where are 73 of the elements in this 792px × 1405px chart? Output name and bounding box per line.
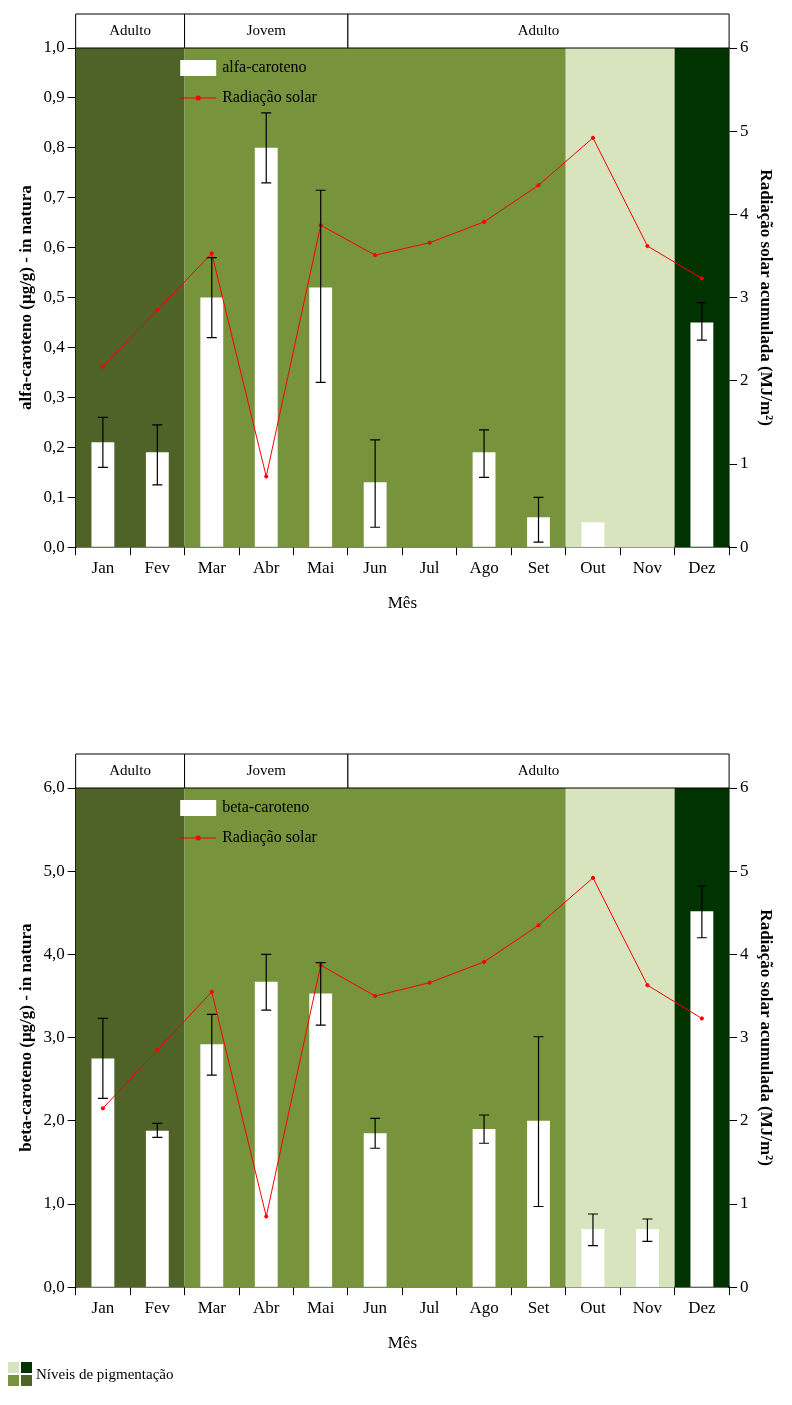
y2-tick-label: 2 [740, 1110, 749, 1130]
x-tick-label: Abr [253, 1297, 280, 1317]
y-axis-title: beta-caroteno (μg/g) - in natura [15, 922, 35, 1152]
y-tick-label: 0,7 [43, 187, 66, 207]
x-tick-label: Abr [253, 557, 280, 577]
y-tick-label: 0,4 [43, 336, 66, 356]
legend-label: alfa-caroteno [222, 58, 307, 76]
legend-label: Radiação solar [222, 88, 318, 107]
y-tick-label: 0,9 [43, 87, 65, 107]
y2-tick-label: 3 [740, 1027, 749, 1047]
y-tick-label: 0,3 [43, 386, 65, 406]
x-tick-label: Ago [469, 1297, 499, 1317]
x-tick-label: Jun [363, 1297, 388, 1317]
y-tick-label: 5,0 [43, 860, 65, 880]
x-tick-label: Fev [144, 557, 171, 577]
y2-axis-title: Radiação solar acumulada (MJ/m²) [757, 169, 777, 426]
y2-tick-label: 0 [740, 1276, 749, 1296]
x-tick-label: Jul [419, 557, 440, 577]
y2-tick-label: 6 [740, 37, 749, 57]
y-tick-label: 1,0 [43, 37, 65, 57]
x-tick-label: Jul [419, 1297, 440, 1317]
y-tick-label: 0,1 [43, 486, 65, 506]
x-tick-label: Set [527, 557, 550, 577]
y2-tick-label: 1 [740, 1193, 749, 1213]
y2-tick-label: 5 [740, 860, 749, 880]
y2-tick-label: 0 [740, 536, 749, 556]
text: Adulto [109, 761, 151, 778]
text: Jovem [246, 21, 287, 38]
y-axis-title: alfa-caroteno (μg/g) - in natura [15, 184, 35, 410]
x-tick-label: Jun [363, 557, 388, 577]
y-tick-label: 2,0 [43, 1110, 65, 1130]
y2-tick-label: 4 [740, 943, 750, 963]
y2-tick-label: 6 [740, 777, 749, 797]
x-tick-label: Mar [197, 1297, 227, 1317]
y-tick-label: 3,0 [43, 1027, 65, 1047]
x-tick-label: Dez [688, 1297, 717, 1317]
x-axis-title: Mês [387, 593, 418, 613]
x-tick-label: Set [527, 1297, 550, 1317]
x-tick-label: Out [580, 1297, 606, 1317]
y2-tick-label: 5 [740, 120, 749, 140]
x-tick-label: Dez [688, 557, 717, 577]
x-tick-label: Mai [307, 1297, 335, 1317]
y-tick-label: 1,0 [43, 1193, 65, 1213]
y-tick-label: 6,0 [43, 777, 65, 797]
y2-axis-title: Radiação solar acumulada (MJ/m²) [757, 909, 777, 1166]
y-tick-label: 0,5 [43, 287, 65, 307]
x-tick-label: Nov [632, 557, 663, 577]
x-axis-title: Mês [387, 1333, 418, 1353]
text: Adulto [517, 21, 560, 38]
x-tick-label: Fev [144, 1297, 171, 1317]
x-tick-label: Jan [91, 1297, 115, 1317]
y2-tick-label: 4 [740, 203, 750, 223]
legend-label: beta-caroteno [222, 798, 310, 816]
x-tick-label: Jan [91, 557, 115, 577]
x-tick-label: Ago [469, 557, 499, 577]
x-tick-label: Mai [307, 557, 335, 577]
y-tick-label: 0,0 [43, 1276, 65, 1296]
y-tick-label: 0,2 [43, 436, 65, 456]
text: Adulto [517, 761, 560, 778]
text: Adulto [109, 21, 151, 38]
text: Níveis de pigmentação [36, 1365, 174, 1383]
text: Jovem [246, 761, 287, 778]
y-tick-label: 0,0 [43, 536, 65, 556]
legend-label: Radiação solar [222, 828, 318, 847]
y-tick-label: 0,6 [43, 237, 65, 257]
y-tick-label: 4,0 [43, 943, 65, 963]
y-tick-label: 0,8 [43, 137, 65, 157]
y2-tick-label: 1 [740, 453, 749, 473]
x-tick-label: Out [580, 557, 606, 577]
x-tick-label: Nov [632, 1297, 663, 1317]
x-tick-label: Mar [197, 557, 227, 577]
y2-tick-label: 2 [740, 370, 749, 390]
y2-tick-label: 3 [740, 287, 749, 307]
